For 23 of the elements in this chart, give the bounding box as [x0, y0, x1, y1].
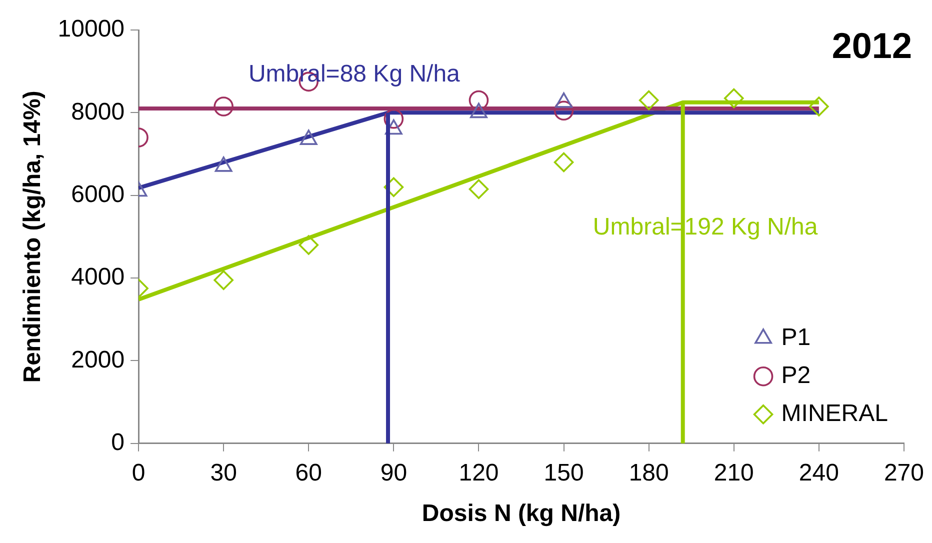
y-tick-label: 8000	[71, 98, 125, 126]
legend-label: P1	[781, 324, 811, 352]
y-tick-label: 10000	[58, 16, 125, 43]
x-axis-title: Dosis N (kg N/ha)	[422, 500, 621, 528]
legend-label: P2	[781, 362, 811, 390]
x-tick-label: 120	[458, 459, 499, 486]
legend-label: MINERAL	[781, 400, 888, 428]
ref-line-label: Umbral=88 Kg N/ha	[248, 60, 461, 88]
y-axis-title: Rendimiento (kg/ha, 14%)	[19, 90, 46, 383]
x-tick-label: 60	[295, 459, 322, 486]
x-tick-label: 90	[380, 459, 408, 486]
chart-title: 2012	[832, 24, 912, 66]
y-tick-label: 0	[111, 429, 125, 456]
x-tick-label: 210	[714, 459, 754, 486]
y-tick-label: 4000	[71, 264, 125, 291]
y-tick-label: 6000	[71, 180, 125, 208]
x-tick-label: 240	[798, 459, 839, 486]
y-tick-label: 2000	[71, 346, 125, 374]
x-tick-label: 30	[210, 459, 237, 486]
x-tick-label: 270	[884, 459, 924, 486]
x-tick-label: 180	[628, 459, 669, 486]
x-tick-label: 150	[544, 459, 584, 486]
x-tick-label: 0	[132, 459, 146, 486]
